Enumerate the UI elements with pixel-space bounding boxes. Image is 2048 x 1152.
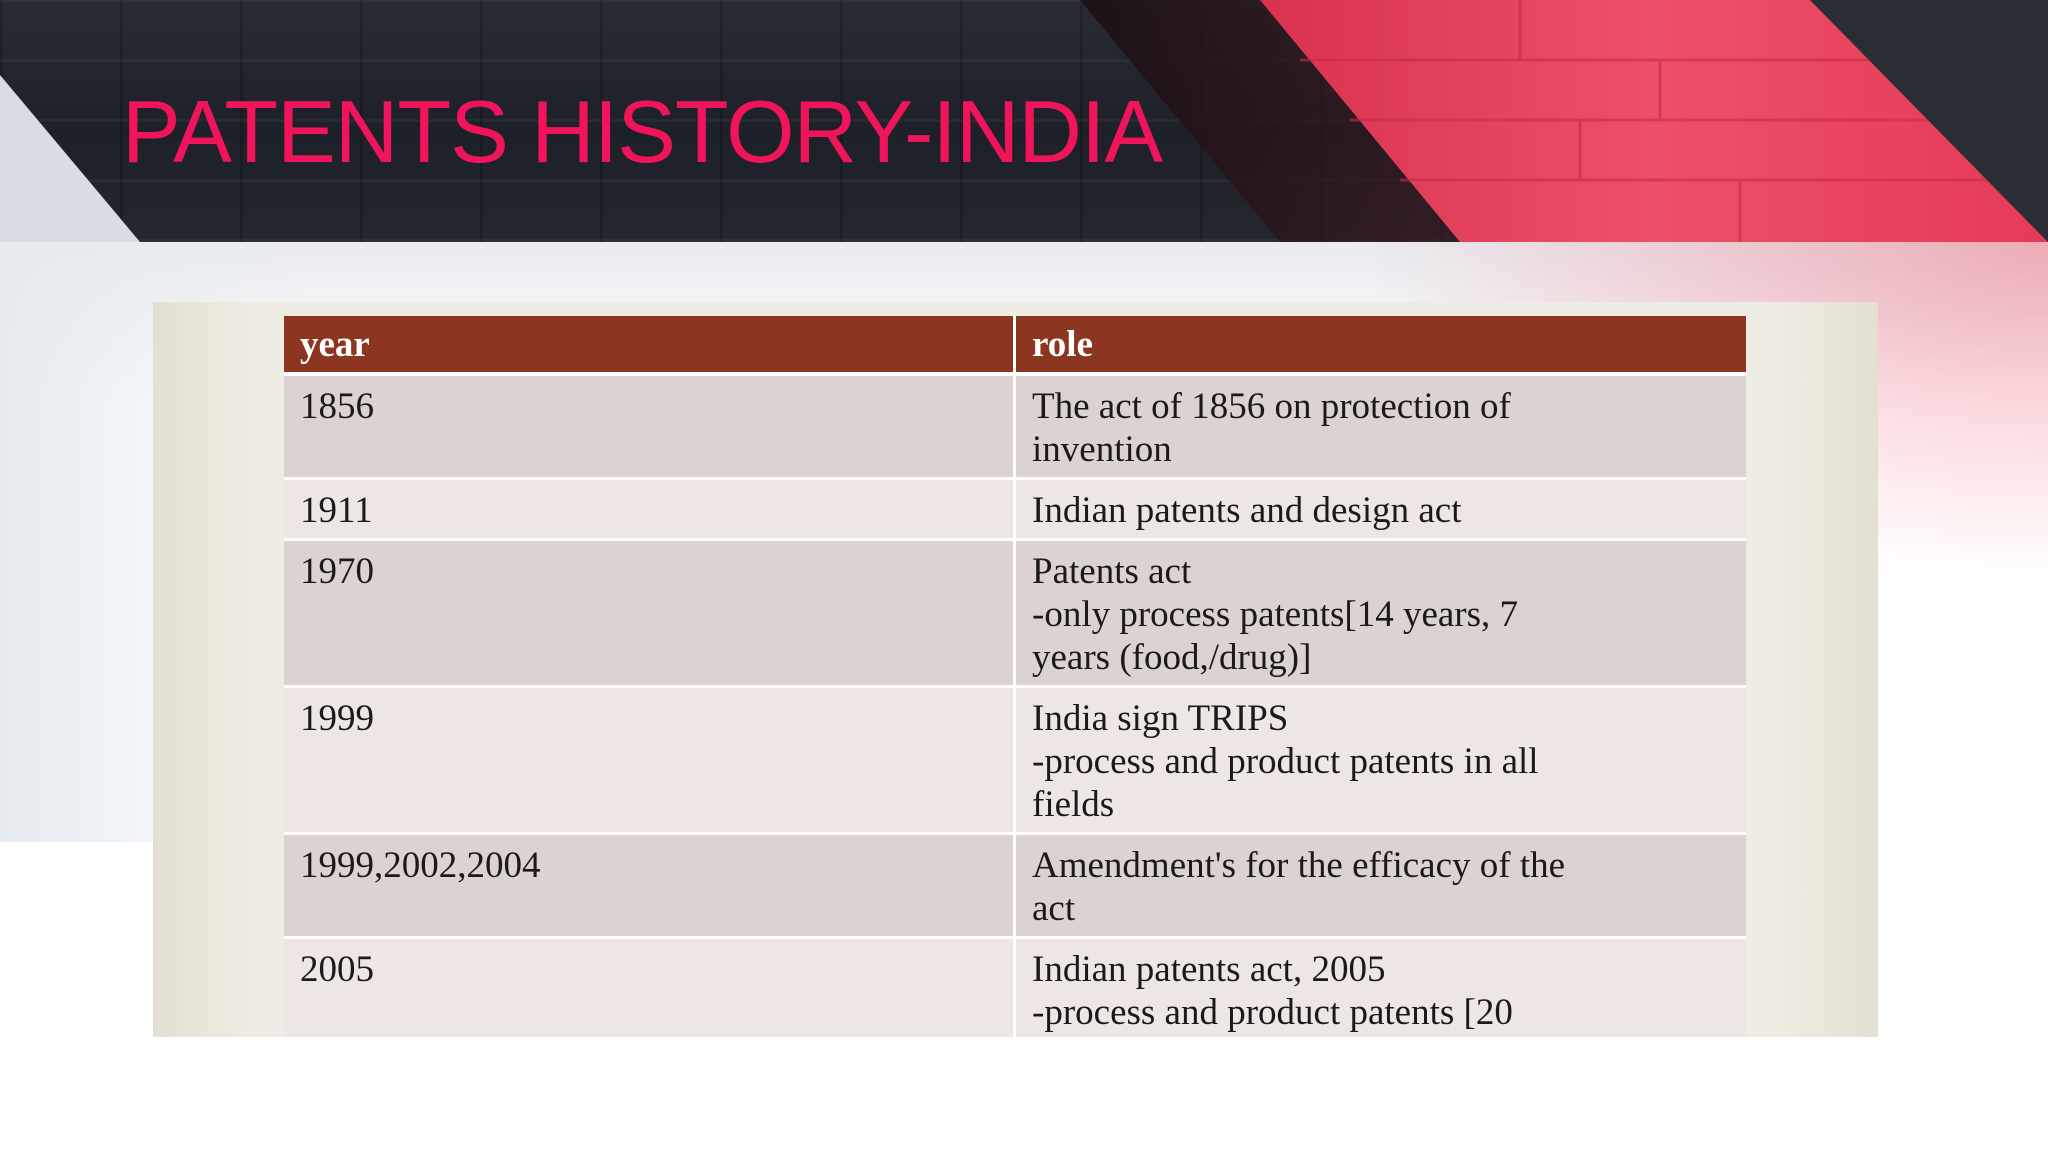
table-row: 1970 Patents act -only process patents[14 … xyxy=(284,539,1746,688)
year-cell: 1911 xyxy=(284,478,1016,541)
year-cell: 1999 xyxy=(284,686,1016,835)
table-header-row: year role xyxy=(284,316,1746,376)
role-cell: Amendment's for the efficacy of the act xyxy=(1014,833,1746,939)
role-line: years (food,/drug)] xyxy=(1032,637,1312,678)
role-line: Amendment's for the efficacy of the xyxy=(1032,845,1566,886)
role-line: act xyxy=(1032,888,1076,929)
year-cell: 1999,2002,2004 xyxy=(284,833,1016,939)
role-line: The act of 1856 on protection of xyxy=(1032,386,1511,427)
column-header-role: role xyxy=(1014,316,1746,376)
patents-history-table: year role 1856 The act of 1856 on protect… xyxy=(284,316,1746,1037)
year-cell: 1856 xyxy=(284,374,1016,480)
header-decoration xyxy=(0,0,2048,242)
table-row: 1999,2002,2004 Amendment's for the effica… xyxy=(284,833,1746,939)
role-cell: The act of 1856 on protection of inventio… xyxy=(1014,374,1746,480)
role-line: invention xyxy=(1032,429,1172,470)
role-cell: Indian patents and design act xyxy=(1014,478,1746,541)
role-cell: Patents act -only process patents[14 year… xyxy=(1014,539,1746,688)
role-line: Indian patents act, 2005 xyxy=(1032,949,1386,990)
role-cell: Indian patents act, 2005 -process and pro… xyxy=(1014,937,1746,1037)
role-line: India sign TRIPS xyxy=(1032,698,1289,739)
year-cell: 2005 xyxy=(284,937,1016,1037)
table-body: 1856 The act of 1856 on protection of inve… xyxy=(284,374,1746,1037)
role-line: -only process patents[14 years, 7 xyxy=(1032,594,1519,635)
table-row: 2005 Indian patents act, 2005 -process and… xyxy=(284,937,1746,1037)
role-line: -process and product patents in all xyxy=(1032,741,1539,782)
role-line: fields xyxy=(1032,784,1115,825)
table-image-panel: year role 1856 The act of 1856 on protect… xyxy=(153,302,1878,1037)
header-background xyxy=(0,0,2048,242)
table-row: 1856 The act of 1856 on protection of inve… xyxy=(284,374,1746,480)
role-line: years patent period] xyxy=(1032,1034,1730,1037)
role-line: Indian patents and design act xyxy=(1032,490,1462,531)
role-line: -process and product patents [20 xyxy=(1032,992,1513,1033)
year-cell: 1970 xyxy=(284,539,1016,688)
slide-title: PATENTS HISTORY-INDIA xyxy=(122,82,1163,181)
table-row: 1999 India sign TRIPS -process and product… xyxy=(284,686,1746,835)
column-header-year: year xyxy=(284,316,1016,376)
role-cell: India sign TRIPS -process and product pat… xyxy=(1014,686,1746,835)
role-line: Patents act xyxy=(1032,551,1192,592)
table-row: 1911 Indian patents and design act xyxy=(284,478,1746,541)
